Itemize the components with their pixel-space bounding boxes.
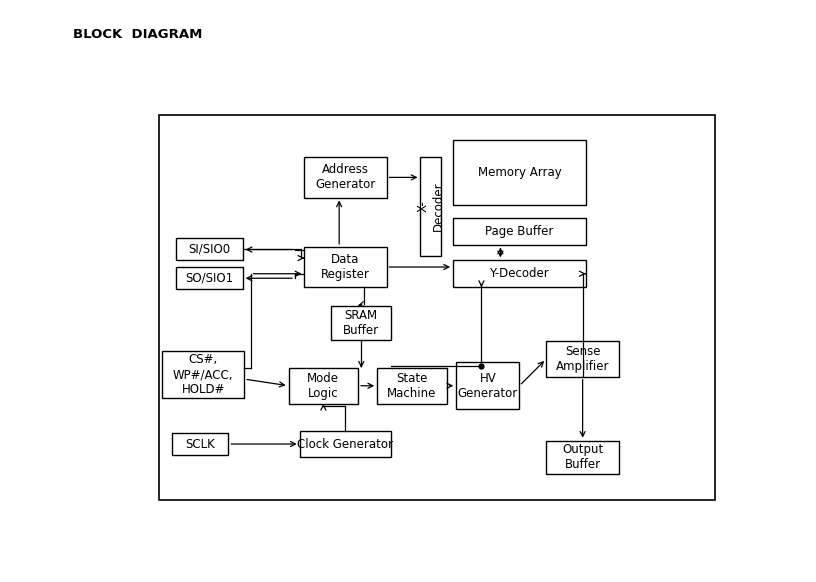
Bar [546, 341, 619, 377]
Text: SI/SIO0: SI/SIO0 [188, 243, 231, 255]
Text: Mode
Logic: Mode Logic [308, 372, 339, 400]
Text: Data
Register: Data Register [321, 253, 370, 281]
Bar [453, 140, 586, 205]
Bar [546, 441, 619, 474]
Bar [299, 431, 392, 457]
Bar [171, 433, 228, 455]
Bar [453, 218, 586, 244]
Bar [304, 157, 387, 197]
Text: CS#,
WP#/ACC,
HOLD#: CS#, WP#/ACC, HOLD# [173, 353, 233, 396]
Bar [331, 306, 392, 340]
Bar [176, 238, 242, 260]
Bar [377, 368, 446, 404]
Text: Y-Decoder: Y-Decoder [490, 267, 549, 281]
Text: Output
Buffer: Output Buffer [562, 443, 603, 471]
Bar [176, 267, 242, 289]
Text: Sense
Amplifier: Sense Amplifier [556, 345, 610, 373]
Text: SO/SIO1: SO/SIO1 [185, 272, 233, 285]
Text: Clock Generator: Clock Generator [298, 438, 393, 450]
Text: HV
Generator: HV Generator [458, 372, 518, 400]
Bar [453, 260, 586, 287]
Bar [162, 351, 244, 398]
Text: Page Buffer: Page Buffer [486, 225, 553, 237]
Text: X-
Decoder: X- Decoder [417, 182, 445, 231]
Text: SCLK: SCLK [185, 438, 215, 450]
Text: Address
Generator: Address Generator [315, 164, 375, 191]
Bar [289, 368, 358, 404]
Text: BLOCK  DIAGRAM: BLOCK DIAGRAM [73, 28, 203, 41]
Text: SRAM
Buffer: SRAM Buffer [344, 309, 379, 337]
Bar [456, 362, 519, 409]
Text: Memory Array: Memory Array [477, 166, 561, 179]
Bar [304, 247, 387, 287]
Bar [420, 157, 441, 256]
Bar [159, 115, 716, 500]
Text: State
Machine: State Machine [387, 372, 437, 400]
